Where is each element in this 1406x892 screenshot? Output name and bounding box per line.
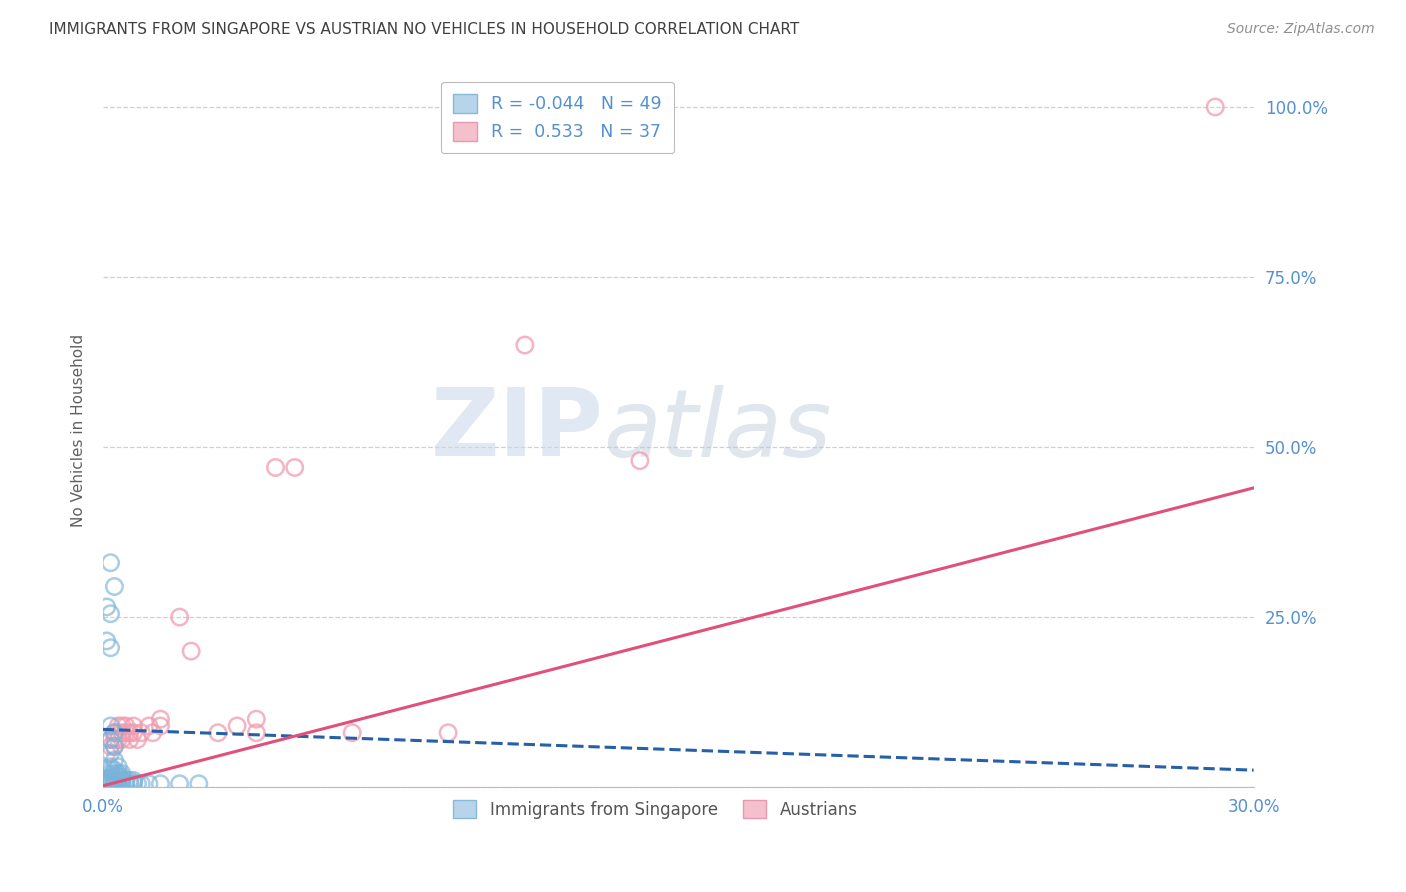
Point — [628, 453, 651, 467]
Point — [103, 766, 125, 780]
Point — [115, 777, 138, 791]
Point — [245, 725, 267, 739]
Point — [111, 766, 134, 780]
Point — [111, 777, 134, 791]
Point — [118, 732, 141, 747]
Point — [111, 725, 134, 739]
Point — [129, 777, 152, 791]
Text: ZIP: ZIP — [430, 384, 603, 476]
Point — [103, 732, 125, 747]
Point — [342, 725, 364, 739]
Point — [118, 777, 141, 791]
Point — [103, 773, 125, 788]
Point — [103, 777, 125, 791]
Legend: Immigrants from Singapore, Austrians: Immigrants from Singapore, Austrians — [446, 793, 865, 825]
Point — [96, 774, 118, 789]
Point — [107, 766, 129, 780]
Point — [100, 760, 122, 774]
Point — [103, 580, 125, 594]
Point — [100, 732, 122, 747]
Point — [111, 773, 134, 788]
Point — [127, 732, 149, 747]
Point — [122, 773, 145, 788]
Point — [100, 766, 122, 780]
Point — [107, 773, 129, 788]
Point — [100, 739, 122, 754]
Point — [103, 725, 125, 739]
Point — [107, 760, 129, 774]
Point — [100, 640, 122, 655]
Point — [122, 719, 145, 733]
Point — [100, 777, 122, 791]
Point — [103, 763, 125, 777]
Point — [122, 777, 145, 791]
Point — [103, 753, 125, 767]
Text: Source: ZipAtlas.com: Source: ZipAtlas.com — [1227, 22, 1375, 37]
Point — [96, 746, 118, 760]
Point — [207, 725, 229, 739]
Point — [96, 599, 118, 614]
Point — [107, 732, 129, 747]
Point — [1204, 100, 1226, 114]
Point — [100, 732, 122, 747]
Point — [138, 719, 160, 733]
Point — [100, 746, 122, 760]
Point — [100, 719, 122, 733]
Point — [122, 725, 145, 739]
Point — [149, 712, 172, 726]
Point — [115, 725, 138, 739]
Point — [284, 460, 307, 475]
Point — [264, 460, 287, 475]
Point — [100, 607, 122, 621]
Point — [103, 725, 125, 739]
Point — [129, 725, 152, 739]
Point — [111, 719, 134, 733]
Point — [111, 770, 134, 784]
Y-axis label: No Vehicles in Household: No Vehicles in Household — [72, 334, 86, 526]
Point — [169, 610, 191, 624]
Point — [180, 644, 202, 658]
Point — [107, 725, 129, 739]
Point — [107, 770, 129, 784]
Point — [96, 634, 118, 648]
Point — [149, 719, 172, 733]
Point — [513, 338, 536, 352]
Point — [127, 777, 149, 791]
Text: IMMIGRANTS FROM SINGAPORE VS AUSTRIAN NO VEHICLES IN HOUSEHOLD CORRELATION CHART: IMMIGRANTS FROM SINGAPORE VS AUSTRIAN NO… — [49, 22, 800, 37]
Point — [103, 739, 125, 754]
Point — [115, 773, 138, 788]
Point — [245, 712, 267, 726]
Point — [149, 777, 172, 791]
Point — [111, 732, 134, 747]
Point — [107, 777, 129, 791]
Point — [103, 770, 125, 784]
Point — [100, 772, 122, 786]
Point — [107, 719, 129, 733]
Point — [169, 777, 191, 791]
Point — [100, 774, 122, 789]
Point — [118, 725, 141, 739]
Text: atlas: atlas — [603, 384, 832, 475]
Point — [100, 763, 122, 777]
Point — [96, 773, 118, 788]
Point — [437, 725, 460, 739]
Point — [103, 739, 125, 754]
Point — [142, 725, 165, 739]
Point — [187, 777, 209, 791]
Point — [96, 777, 118, 791]
Point — [115, 719, 138, 733]
Point — [226, 719, 249, 733]
Point — [138, 777, 160, 791]
Point — [96, 772, 118, 786]
Point — [118, 773, 141, 788]
Point — [100, 770, 122, 784]
Point — [100, 556, 122, 570]
